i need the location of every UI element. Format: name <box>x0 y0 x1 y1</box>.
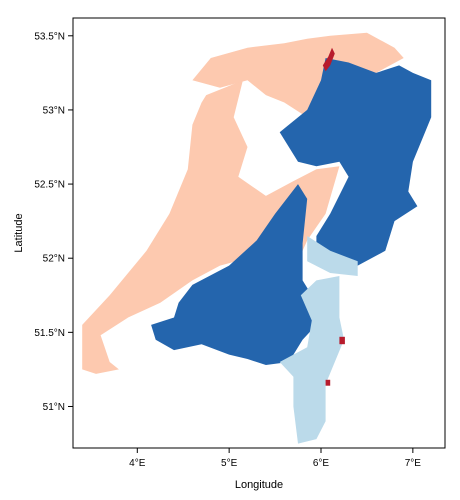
x-tick-label: 6°E <box>313 458 330 469</box>
y-tick-label: 51°N <box>43 402 65 413</box>
y-tick-label: 53°N <box>43 105 65 116</box>
region-red-6 <box>322 47 335 72</box>
region-red-8 <box>325 379 331 386</box>
x-axis-title: Longitude <box>235 479 283 491</box>
x-tick-label: 5°E <box>221 458 238 469</box>
y-tick-label: 52°N <box>43 254 65 265</box>
x-axis: 4°E 5°E 6°E 7°E <box>129 448 421 469</box>
x-tick-label: 4°E <box>129 458 146 469</box>
y-axis: 51°N 51.5°N 52°N 52.5°N 53°N 53.5°N <box>34 31 73 413</box>
raster-regions <box>82 32 432 444</box>
region-peach-0 <box>82 80 340 374</box>
region-peach-1 <box>192 32 404 118</box>
region-red-7 <box>339 336 345 345</box>
y-tick-label: 51.5°N <box>34 328 65 339</box>
plot-frame <box>72 17 446 449</box>
x-tick-label: 7°E <box>405 458 422 469</box>
y-axis-title: Latitude <box>13 213 25 252</box>
y-tick-label: 52.5°N <box>34 180 65 191</box>
region-lightblue-4 <box>279 276 344 444</box>
region-blue-3 <box>151 184 317 365</box>
y-tick-label: 53.5°N <box>34 31 65 42</box>
region-lightblue-5 <box>307 236 358 276</box>
region-blue-2 <box>279 58 432 271</box>
